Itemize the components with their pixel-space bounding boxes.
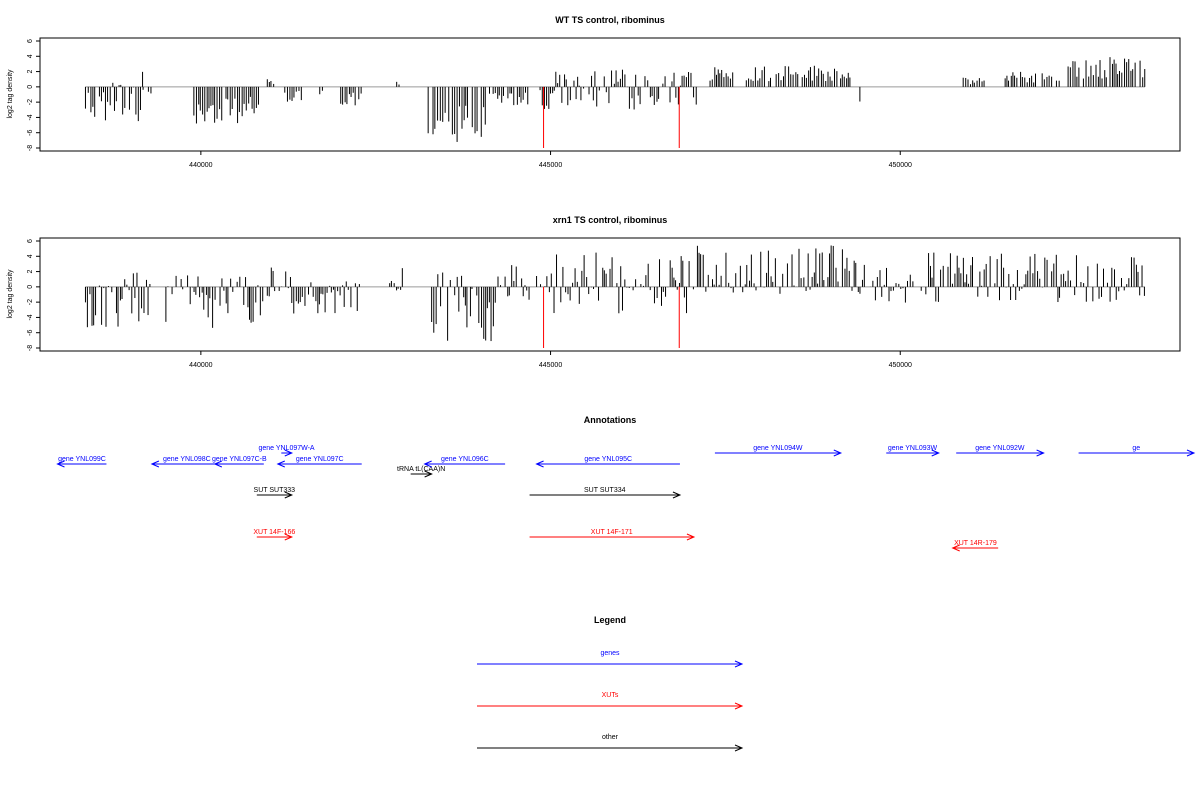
annotation-label: gene YNL095C <box>584 456 632 463</box>
annotation-label: ge <box>1132 445 1140 452</box>
legend-arrow <box>477 702 744 710</box>
annotation-arrow <box>535 460 680 468</box>
y-tick-label: 4 <box>27 54 34 58</box>
annotation-arrow-head <box>686 533 696 541</box>
y-tick-label: -2 <box>27 99 34 105</box>
annotation-arrow <box>150 460 222 468</box>
annotation-arrow <box>281 449 294 457</box>
annotation-arrow-head <box>284 449 294 457</box>
legend-label: other <box>602 734 619 741</box>
xrn1-panel-ylabel: log2 tag density <box>7 269 14 319</box>
legend-label: genes <box>600 650 620 657</box>
legend-arrow <box>477 660 744 668</box>
annotation-arrow <box>256 491 294 499</box>
annotation-label: gene YNL097C-B <box>212 456 267 463</box>
annotation-arrow-head <box>213 460 223 468</box>
annotation-arrow-head <box>1186 449 1196 457</box>
x-tick-label: 450000 <box>889 162 912 169</box>
y-tick-label: -6 <box>27 330 34 336</box>
x-tick-label: 445000 <box>539 162 562 169</box>
legend-title: Legend <box>594 615 626 625</box>
wt-panel-title: WT TS control, ribominus <box>555 15 665 25</box>
annotation-label: XUT 14F-171 <box>591 529 633 536</box>
annotation-arrow <box>276 460 362 468</box>
annotation-arrow-head <box>672 491 682 499</box>
y-tick-label: 2 <box>27 70 34 74</box>
legend-label: XUTs <box>602 692 619 699</box>
annotation-arrow-head <box>424 470 433 478</box>
annotation-arrow-head <box>833 449 843 457</box>
y-tick-label: 0 <box>27 85 34 89</box>
legend-arrow-head <box>734 702 744 710</box>
x-tick-label: 445000 <box>539 362 562 369</box>
annotation-label: gene YNL097C <box>296 456 344 463</box>
plot-frame <box>39 37 1181 152</box>
annotation-arrow-head <box>951 544 960 552</box>
wt-panel: WT TS control, ribominus log2 tag densit… <box>7 15 1181 169</box>
y-tick-label: -6 <box>27 130 34 136</box>
y-tick-label: -8 <box>27 145 34 151</box>
annotation-label: XUT 14F-166 <box>253 529 295 536</box>
x-tick-label: 450000 <box>889 362 912 369</box>
annotation-label: gene YNL097W-A <box>258 445 314 452</box>
wt-panel-ylabel: log2 tag density <box>7 69 14 119</box>
legend-panel: Legend genes XUTs other <box>477 615 744 752</box>
annotation-arrow <box>714 449 843 457</box>
annotation-arrow-head <box>284 491 294 499</box>
annotation-label: XUT 14R-179 <box>954 540 997 547</box>
annotation-label: gene YNL098C <box>163 456 211 463</box>
plot-frame <box>39 237 1181 352</box>
y-tick-label: -4 <box>27 314 34 320</box>
legend-arrow <box>477 744 744 752</box>
xrn1-panel: xrn1 TS control, ribominus log2 tag dens… <box>7 215 1181 369</box>
annotations-panel: Annotations gene YNL099C gene YNL098C gene… <box>56 415 1196 552</box>
annotation-label: gene YNL093W <box>888 445 938 452</box>
annotation-arrow-head <box>150 460 160 468</box>
annotation-arrow <box>256 533 294 541</box>
annotation-label: SUT SUT334 <box>584 487 626 494</box>
y-tick-label: -8 <box>27 345 34 351</box>
annotation-label: gene YNL096C <box>441 456 489 463</box>
annotation-arrow-head <box>423 460 432 468</box>
annotation-arrow <box>423 460 506 468</box>
annotation-label: gene YNL099C <box>58 456 106 463</box>
annotation-label: tRNA tL(CAA)N <box>397 466 445 473</box>
legend-arrow-head <box>734 660 744 668</box>
x-tick-label: 440000 <box>189 362 212 369</box>
xrn1-panel-title: xrn1 TS control, ribominus <box>553 215 668 225</box>
annotation-arrow <box>951 544 999 552</box>
annotation-arrow-head <box>56 460 65 468</box>
annotation-arrow <box>56 460 107 468</box>
annotation-arrow-head <box>1036 449 1045 457</box>
y-tick-label: -2 <box>27 299 34 305</box>
y-tick-label: -4 <box>27 114 34 120</box>
annotation-arrow <box>410 470 433 478</box>
annotation-arrow <box>886 449 940 457</box>
y-tick-label: 6 <box>27 39 34 43</box>
annotations-title: Annotations <box>584 415 637 425</box>
annotation-label: gene YNL092W <box>975 445 1025 452</box>
annotation-arrow-head <box>276 460 285 468</box>
y-tick-label: 6 <box>27 239 34 243</box>
annotation-arrow <box>1078 449 1196 457</box>
annotation-label: gene YNL094W <box>753 445 803 452</box>
y-tick-label: 2 <box>27 270 34 274</box>
annotation-arrow-head <box>931 449 940 457</box>
annotation-arrow-head <box>535 460 544 468</box>
annotation-arrow <box>213 460 264 468</box>
annotation-arrow <box>529 533 696 541</box>
x-tick-label: 440000 <box>189 162 212 169</box>
legend-arrow-head <box>734 744 744 752</box>
annotation-arrow-head <box>284 533 294 541</box>
annotation-arrow <box>956 449 1045 457</box>
y-tick-label: 4 <box>27 254 34 258</box>
y-tick-label: 0 <box>27 285 34 289</box>
annotation-label: SUT SUT333 <box>254 487 296 494</box>
annotation-arrow <box>529 491 682 499</box>
